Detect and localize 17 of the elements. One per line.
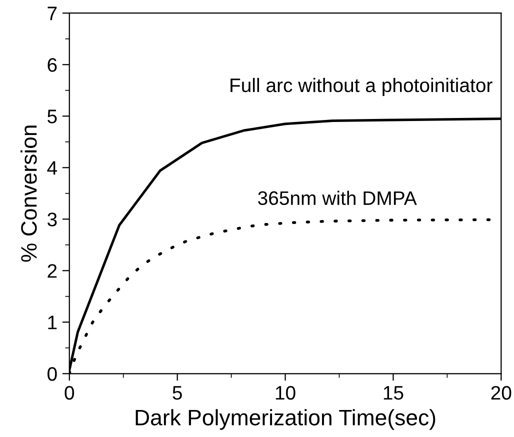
y-tick-label: 4 xyxy=(47,161,58,175)
annotation: 365nm with DMPA xyxy=(258,190,417,206)
x-tick-label: 5 xyxy=(172,386,182,400)
y-tick-label: 6 xyxy=(48,58,57,72)
y-tick-label: 2 xyxy=(48,264,57,278)
y-axis-title: % Conversion xyxy=(20,126,37,262)
y-tick-label: 7 xyxy=(48,6,57,20)
annotation: Full arc without a photoinitiator xyxy=(230,78,492,96)
y-tick-label: 0 xyxy=(48,367,57,381)
x-tick-label: 15 xyxy=(384,386,404,400)
x-tick-label: 0 xyxy=(64,386,74,400)
y-tick-label: 1 xyxy=(48,316,57,330)
x-tick-label: 10 xyxy=(276,386,296,400)
x-tick-label: 20 xyxy=(491,386,512,400)
y-tick-label: 5 xyxy=(48,110,57,124)
x-axis-title: Dark Polymerization Time(sec) xyxy=(136,409,436,430)
y-tick-label: 3 xyxy=(48,212,57,226)
